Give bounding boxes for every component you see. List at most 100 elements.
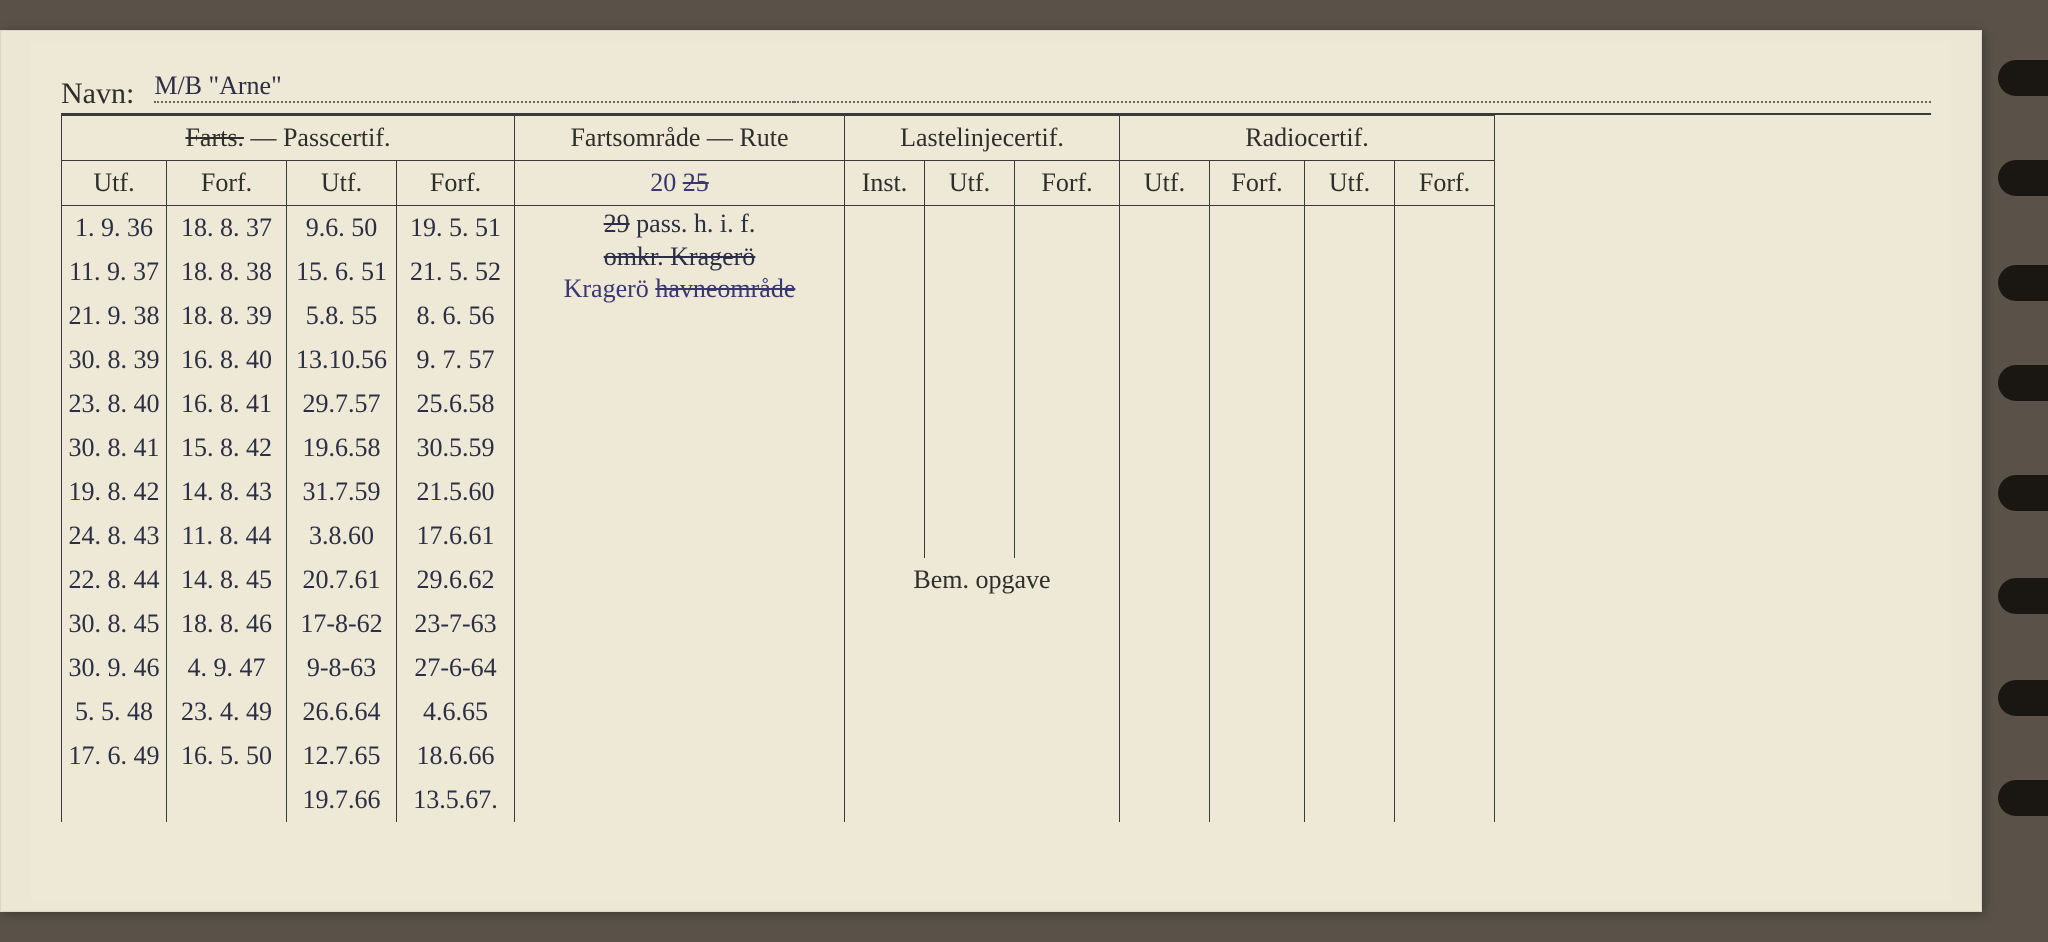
cell-value: 21. 9. 38	[69, 301, 160, 330]
col-forf-4: Forf.	[1210, 161, 1305, 206]
cell-value: 29.6.62	[417, 565, 495, 594]
radio-empty	[1210, 206, 1305, 823]
cell-value: 16. 8. 41	[181, 389, 272, 418]
table-cell: 3.8.60	[287, 514, 397, 558]
cell-value: 21. 5. 52	[410, 257, 501, 286]
table-cell: 11. 9. 37	[62, 250, 167, 294]
binder-hole	[1998, 680, 2048, 716]
cell-value: 18. 8. 46	[181, 609, 272, 638]
table-cell: 8. 6. 56	[397, 294, 515, 338]
table-cell: 18.6.66	[397, 734, 515, 778]
table-cell: 29.6.62	[397, 558, 515, 602]
table-cell: 11. 8. 44	[167, 514, 287, 558]
route-empty-lower	[515, 558, 845, 822]
cell-value: 29.7.57	[303, 389, 381, 418]
cell-value: 18. 8. 38	[181, 257, 272, 286]
cell-value: 30. 8. 39	[69, 345, 160, 374]
table-cell: 17.6.61	[397, 514, 515, 558]
table-cell: 14. 8. 45	[167, 558, 287, 602]
cell-value: 5.8. 55	[306, 301, 378, 330]
header-row-1: Farts. — Passcertif. Fartsområde — Rute …	[62, 116, 1495, 161]
col-forf-1: Forf.	[167, 161, 287, 206]
name-value: M/B "Arne"	[154, 71, 281, 101]
table-cell: 23. 8. 40	[62, 382, 167, 426]
col-forf-2: Forf.	[397, 161, 515, 206]
route-empty-upper	[515, 338, 845, 558]
binder-hole	[1998, 780, 2048, 816]
table-cell: 21. 5. 52	[397, 250, 515, 294]
cell-value: 9-8-63	[307, 653, 376, 682]
table-cell: 9.6. 50	[287, 206, 397, 251]
bem-opgave-body	[845, 602, 1120, 822]
table-cell: 29.7.57	[287, 382, 397, 426]
table-cell: 25.6.58	[397, 382, 515, 426]
cell-value: 15. 8. 42	[181, 433, 272, 462]
cell-value: 18.6.66	[417, 741, 495, 770]
table-cell: 16. 5. 50	[167, 734, 287, 778]
table-cell: 30. 8. 45	[62, 602, 167, 646]
binder-hole	[1998, 60, 2048, 96]
pass-cert-header: Farts. — Passcertif.	[62, 116, 515, 161]
table-cell: 21. 9. 38	[62, 294, 167, 338]
table-cell: 19.6.58	[287, 426, 397, 470]
cell-value: 17-8-62	[300, 609, 382, 638]
cell-value: 18. 8. 39	[181, 301, 272, 330]
radio-header: Radiocertif.	[1120, 116, 1495, 161]
table-cell: 18. 8. 37	[167, 206, 287, 251]
table-cell: 21.5.60	[397, 470, 515, 514]
page: Navn: M/B "Arne" Farts. — Passcertif. Fa…	[0, 30, 1982, 912]
col-utf-2: Utf.	[287, 161, 397, 206]
cell-value: 14. 8. 45	[181, 565, 272, 594]
cell-value: 23-7-63	[414, 609, 496, 638]
cell-value: 31.7.59	[303, 477, 381, 506]
cell-value: 16. 8. 40	[181, 345, 272, 374]
col-utf-4: Utf.	[1120, 161, 1210, 206]
cell-value: 19. 8. 42	[69, 477, 160, 506]
bem-opgave-header: Bem. opgave	[845, 558, 1120, 602]
certificate-table: Farts. — Passcertif. Fartsområde — Rute …	[61, 115, 1495, 822]
table-cell: 30. 9. 46	[62, 646, 167, 690]
table-row: 1. 9. 3618. 8. 379.6. 5019. 5. 5129 pass…	[62, 206, 1495, 251]
table-cell: 17. 6. 49	[62, 734, 167, 778]
cell-value: 25.6.58	[417, 389, 495, 418]
cell-value: 30. 9. 46	[69, 653, 160, 682]
cell-value: 13.5.67.	[413, 785, 498, 814]
table-cell: 12.7.65	[287, 734, 397, 778]
cell-value: 23. 8. 40	[69, 389, 160, 418]
table-cell: 19.7.66	[287, 778, 397, 822]
radio-empty	[1120, 206, 1210, 823]
table-cell: 9. 7. 57	[397, 338, 515, 382]
table-cell: 27-6-64	[397, 646, 515, 690]
route-20: 20	[650, 168, 683, 197]
table-cell: 18. 8. 39	[167, 294, 287, 338]
cell-value: 5. 5. 48	[75, 697, 153, 726]
cell-value: 30. 8. 41	[69, 433, 160, 462]
cell-value: 17. 6. 49	[69, 741, 160, 770]
cell-value: 19.7.66	[303, 785, 381, 814]
table-cell: 23-7-63	[397, 602, 515, 646]
route-header: Fartsområde — Rute	[515, 116, 845, 161]
route-25-struck: 25	[683, 168, 709, 197]
route-subheader: 20 25	[515, 161, 845, 206]
table-cell: 17-8-62	[287, 602, 397, 646]
table-cell: 13.5.67.	[397, 778, 515, 822]
cell-value: 8. 6. 56	[417, 301, 495, 330]
cell-value: 3.8.60	[309, 521, 374, 550]
cell-value: 26.6.64	[303, 697, 381, 726]
table-cell: 19. 5. 51	[397, 206, 515, 251]
binder-hole	[1998, 578, 2048, 614]
cell-value: 17.6.61	[417, 521, 495, 550]
binder-hole	[1998, 475, 2048, 511]
table-cell	[167, 778, 287, 822]
cell-value: 24. 8. 43	[69, 521, 160, 550]
cell-value: 9.6. 50	[306, 213, 378, 242]
table-cell: 30. 8. 41	[62, 426, 167, 470]
loadline-header: Lastelinjecertif.	[845, 116, 1120, 161]
table-cell: 22. 8. 44	[62, 558, 167, 602]
cell-value: 21.5.60	[417, 477, 495, 506]
cell-value: 16. 5. 50	[181, 741, 272, 770]
cell-value: 11. 8. 44	[181, 521, 271, 550]
table-cell: 14. 8. 43	[167, 470, 287, 514]
cell-value: 9. 7. 57	[417, 345, 495, 374]
radio-empty	[1395, 206, 1495, 823]
